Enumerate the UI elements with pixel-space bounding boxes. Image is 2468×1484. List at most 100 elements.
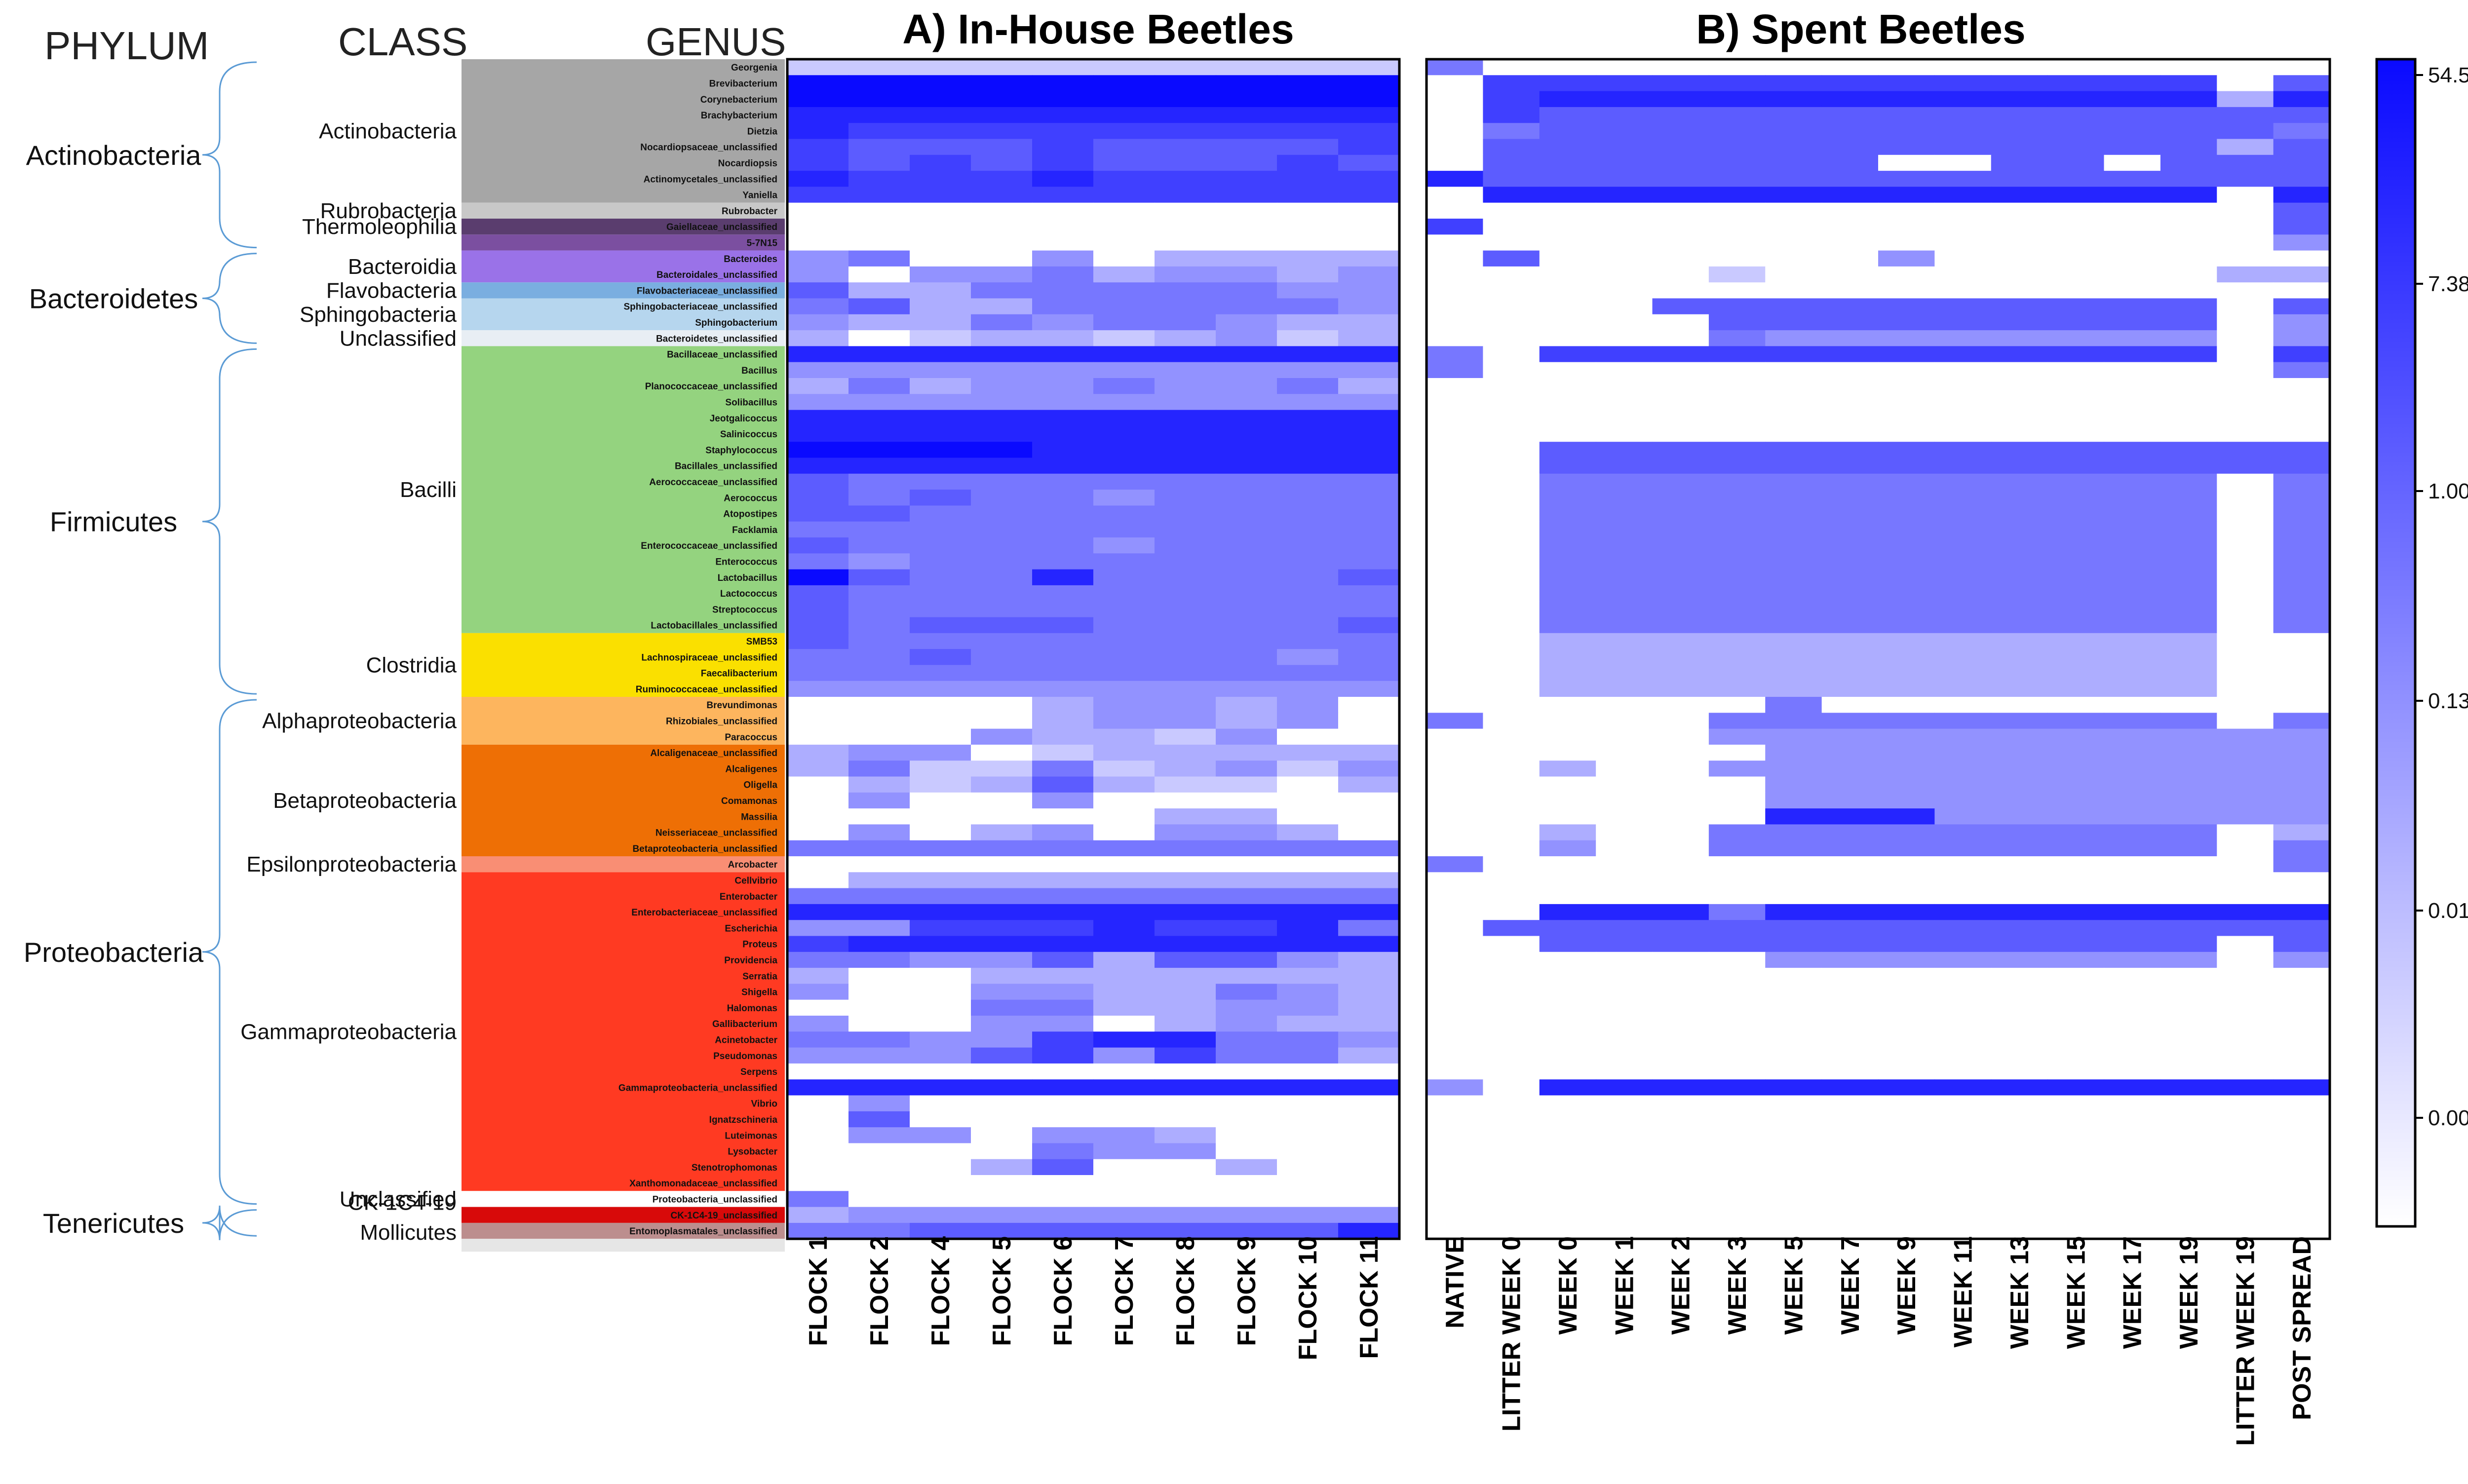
panel-a-cell bbox=[848, 904, 910, 920]
panel-b-cell bbox=[1708, 282, 1766, 299]
panel-b-cell bbox=[1878, 75, 1935, 92]
panel-a-cell bbox=[787, 234, 849, 251]
panel-a-cell bbox=[1093, 1143, 1155, 1160]
panel-b-cell bbox=[1539, 1047, 1596, 1064]
panel-a-cell bbox=[787, 1175, 849, 1191]
panel-a-cell bbox=[848, 442, 910, 458]
panel-a-cell bbox=[1216, 330, 1277, 346]
panel-b-cell bbox=[2273, 298, 2330, 315]
class-label-bacteroidia-4: Bacteroidia bbox=[348, 255, 457, 279]
panel-a-cell bbox=[1216, 59, 1277, 76]
panel-b-cell bbox=[2104, 744, 2161, 761]
panel-a-cell bbox=[787, 202, 849, 219]
panel-b-cell bbox=[1596, 792, 1653, 809]
panel-a-cell bbox=[787, 920, 849, 937]
panel-b-cell bbox=[2104, 139, 2161, 155]
panel-b-cell bbox=[1991, 250, 2048, 267]
panel-b-cell bbox=[1708, 59, 1766, 76]
panel-b-cell bbox=[1934, 585, 1992, 602]
panel-a-cell bbox=[1093, 1191, 1155, 1208]
panel-b-cell bbox=[1652, 856, 1709, 873]
panel-b-cell bbox=[1652, 569, 1709, 586]
panel-a-cell bbox=[910, 234, 971, 251]
panel-b-cell bbox=[1934, 410, 1992, 426]
panel-a-cell bbox=[971, 744, 1033, 761]
panel-b-cell bbox=[1539, 250, 1596, 267]
panel-b-cell bbox=[1878, 617, 1935, 634]
panel-a-cell bbox=[971, 490, 1033, 506]
panel-a-cell bbox=[1338, 744, 1400, 761]
panel-a-cell bbox=[1216, 1127, 1277, 1143]
panel-b-cell bbox=[1991, 569, 2048, 586]
panel-b-cell bbox=[2273, 585, 2330, 602]
panel-a-cell bbox=[1155, 936, 1216, 952]
panel-a-cell bbox=[1216, 808, 1277, 825]
genus-label-actinomycetales-unclassified: Actinomycetales_unclassified bbox=[644, 174, 777, 185]
panel-a-cell bbox=[971, 728, 1033, 745]
genus-label-lysobacter: Lysobacter bbox=[728, 1147, 777, 1157]
panel-b-cell bbox=[1652, 1063, 1709, 1080]
panel-b-cell bbox=[1991, 1016, 2048, 1032]
panel-a-cell bbox=[910, 999, 971, 1016]
panel-a-cell bbox=[910, 1095, 971, 1112]
panel-b-cell bbox=[2160, 250, 2217, 267]
panel-b-cell bbox=[1991, 282, 2048, 299]
panel-b-cell bbox=[1821, 553, 1879, 570]
panel-a-cell bbox=[1277, 713, 1339, 729]
panel-b-cell bbox=[1427, 139, 1483, 155]
panel-a-cell bbox=[1032, 1175, 1094, 1191]
panel-b-cell bbox=[1765, 298, 1822, 315]
panel-b-cell bbox=[1991, 1127, 2048, 1143]
panel-a-cell bbox=[910, 154, 971, 171]
panel-a-cell bbox=[1338, 761, 1400, 777]
panel-b-cell bbox=[1596, 681, 1653, 697]
panel-a-cell bbox=[848, 1063, 910, 1080]
panel-a-cell bbox=[1216, 744, 1277, 761]
panel-a-cell bbox=[1032, 904, 1094, 920]
genus-label-enterobacter: Enterobacter bbox=[720, 892, 778, 902]
panel-b-cell bbox=[1878, 569, 1935, 586]
genus-label-lactobacillus: Lactobacillus bbox=[718, 573, 777, 583]
panel-b-cell bbox=[1878, 394, 1935, 411]
genus-label-dietzia: Dietzia bbox=[747, 126, 778, 137]
panel-b-cell bbox=[2217, 473, 2274, 490]
panel-b-cell bbox=[1596, 1207, 1653, 1223]
panel-b-cell bbox=[2273, 234, 2330, 251]
panel-b-cell bbox=[1765, 457, 1822, 474]
panel-a-cell bbox=[1216, 1143, 1277, 1160]
panel-b-cell bbox=[2160, 1143, 2217, 1160]
panel-b-cell bbox=[1821, 617, 1879, 634]
panel-a-cell bbox=[1216, 154, 1277, 171]
panel-a-cell bbox=[848, 888, 910, 905]
panel-b-cell bbox=[1652, 537, 1709, 554]
panel-b-cell bbox=[2160, 187, 2217, 203]
panel-b-cell bbox=[1934, 473, 1992, 490]
panel-a-cell bbox=[787, 999, 849, 1016]
panel-b-cell bbox=[1596, 171, 1653, 187]
panel-b-cell bbox=[1765, 585, 1822, 602]
panel-b-cell bbox=[1427, 649, 1483, 665]
panel-b-cell bbox=[2047, 298, 2105, 315]
panel-a-cell bbox=[971, 936, 1033, 952]
panel-a-cell bbox=[787, 1111, 849, 1128]
panel-b-cell bbox=[1483, 904, 1540, 920]
panel-b-cell bbox=[1765, 984, 1822, 1000]
panel-b-cell bbox=[2160, 234, 2217, 251]
panel-a-cell bbox=[1155, 984, 1216, 1000]
panel-a-cell bbox=[1155, 872, 1216, 889]
panel-a-cell bbox=[1338, 936, 1400, 952]
panel-b-cell bbox=[1427, 107, 1483, 123]
panel-b-cell bbox=[1878, 490, 1935, 506]
phylum-bracket-proteobacteria bbox=[202, 699, 257, 1205]
panel-b-cell bbox=[1652, 362, 1709, 379]
panel-b-cell bbox=[2104, 473, 2161, 490]
panel-b-cell bbox=[1483, 505, 1540, 522]
panel-b-cell bbox=[2104, 490, 2161, 506]
panel-a-cell bbox=[910, 761, 971, 777]
panel-b-cell bbox=[2160, 553, 2217, 570]
panel-b-cell bbox=[1483, 776, 1540, 793]
panel-b-cell bbox=[1878, 824, 1935, 841]
panel-a-cell bbox=[1216, 1222, 1277, 1239]
panel-b-cell bbox=[2104, 951, 2161, 968]
panel-b-cell bbox=[1821, 633, 1879, 649]
